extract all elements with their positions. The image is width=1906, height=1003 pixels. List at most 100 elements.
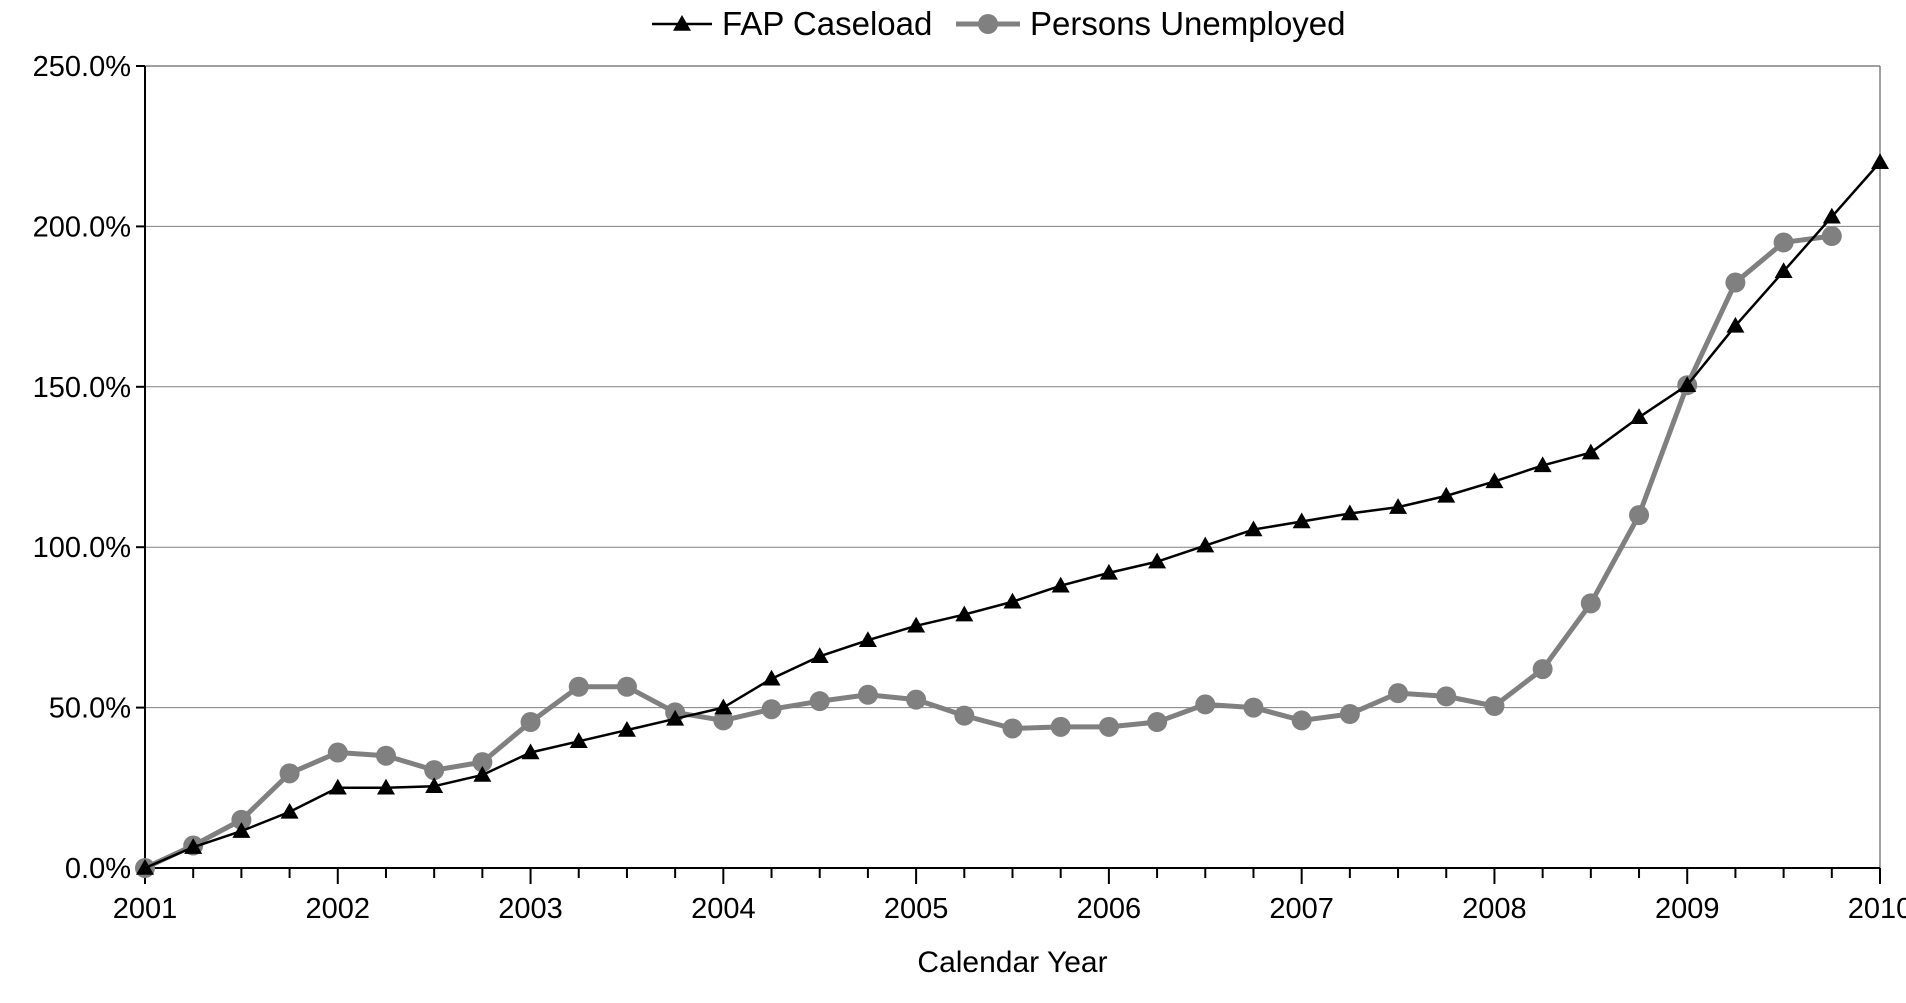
data-point-circle (1436, 686, 1457, 707)
data-point-triangle (521, 743, 540, 760)
data-point-circle (520, 712, 541, 733)
data-point-circle (616, 676, 637, 697)
axes (136, 65, 1881, 884)
data-point-circle (713, 710, 734, 731)
data-point-triangle (1726, 316, 1745, 333)
data-point-circle (1773, 232, 1794, 253)
data-point-circle (1339, 704, 1360, 725)
data-point-circle (1821, 226, 1842, 247)
series-persons-unemployed (135, 226, 1842, 878)
data-point-circle (1725, 272, 1746, 293)
series-line (143, 233, 1833, 871)
data-point-circle (568, 676, 589, 697)
data-point-triangle (1630, 408, 1649, 425)
gridlines (145, 65, 1880, 709)
data-point-triangle (136, 859, 154, 875)
data-point-circle (472, 752, 493, 773)
data-point-triangle (714, 698, 733, 715)
data-point-triangle (1437, 486, 1456, 503)
data-point-circle (761, 699, 782, 720)
x-tick-label: 2001 (113, 893, 178, 925)
data-point-triangle (1871, 153, 1889, 169)
data-point-triangle (1003, 592, 1022, 609)
y-tick-label: 250.0% (33, 51, 131, 83)
x-tick-label: 2006 (1077, 893, 1142, 925)
data-point-circle (327, 742, 348, 763)
data-point-circle (1195, 694, 1216, 715)
data-point-triangle (1148, 552, 1167, 569)
data-point-triangle (666, 709, 685, 726)
data-point-triangle (1196, 536, 1215, 553)
data-point-circle (1002, 718, 1023, 739)
x-tick-label: 2010 (1848, 893, 1906, 925)
data-point-circle (1388, 683, 1409, 704)
legend-label-fap-caseload: FAP Caseload (722, 5, 932, 42)
data-point-circle (1532, 659, 1553, 680)
data-point-triangle (1485, 472, 1504, 489)
data-point-triangle (810, 647, 829, 664)
data-point-triangle (1292, 512, 1311, 529)
data-point-circle (1629, 505, 1650, 526)
x-tick-label: 2009 (1655, 893, 1720, 925)
data-point-circle (1291, 710, 1312, 731)
data-point-triangle (955, 605, 974, 622)
data-point-circle (954, 705, 975, 726)
x-tick-label: 2003 (498, 893, 563, 925)
y-tick-label: 0.0% (65, 853, 131, 885)
legend-label-persons-unemployed: Persons Unemployed (1030, 5, 1346, 42)
y-tick-label: 150.0% (33, 372, 131, 404)
data-point-triangle (232, 822, 251, 838)
data-point-triangle (1340, 504, 1359, 521)
data-point-circle (279, 763, 300, 784)
data-point-triangle (376, 778, 395, 795)
data-point-triangle (907, 616, 926, 633)
data-point-triangle (762, 669, 781, 686)
x-axis-title: Calendar Year (917, 946, 1107, 979)
x-tick-label: 2008 (1462, 893, 1527, 925)
x-tick-label: 2007 (1269, 893, 1334, 925)
data-point-triangle (1099, 563, 1118, 580)
data-point-triangle (184, 838, 203, 854)
data-point-triangle (1581, 443, 1600, 460)
data-point-triangle (473, 765, 492, 782)
y-tick-label: 200.0% (33, 211, 131, 243)
data-point-circle (1484, 695, 1505, 716)
series-fap-caseload (136, 153, 1889, 875)
x-tick-label: 2004 (691, 893, 756, 925)
data-point-triangle (1533, 456, 1552, 473)
data-point-circle (1243, 697, 1264, 718)
x-tick-label: 2002 (306, 893, 371, 925)
y-tick-label: 100.0% (33, 532, 131, 564)
legend-marker-triangle (673, 15, 691, 31)
data-point-circle (1147, 712, 1168, 733)
legend: FAP Caseload Persons Unemployed (652, 5, 1346, 42)
data-point-circle (1050, 716, 1071, 737)
data-point-circle (906, 689, 927, 710)
data-point-triangle (858, 631, 877, 647)
data-point-triangle (425, 777, 444, 793)
tick-labels: 0.0% 50.0% 100.0% 150.0% 200.0% 250.0% 2001 200… (33, 51, 1906, 925)
data-point-circle (1580, 593, 1601, 614)
data-point-triangle (1051, 576, 1070, 593)
data-point-triangle (328, 778, 347, 795)
data-point-circle (375, 745, 396, 766)
data-point-circle (809, 691, 830, 712)
data-point-circle (857, 684, 878, 705)
data-point-triangle (1822, 207, 1841, 224)
data-point-triangle (1678, 376, 1697, 392)
data-point-circle (424, 760, 445, 781)
series-group (135, 153, 1889, 878)
data-point-triangle (569, 732, 588, 749)
y-tick-label: 50.0% (49, 693, 131, 725)
data-point-triangle (617, 721, 636, 737)
data-point-triangle (280, 802, 299, 819)
data-point-triangle (1244, 520, 1263, 537)
data-point-triangle (1389, 498, 1408, 514)
legend-marker-circle (978, 14, 998, 34)
data-point-circle (1098, 716, 1119, 737)
x-tick-label: 2005 (884, 893, 949, 925)
data-point-circle (231, 809, 252, 830)
data-point-triangle (1774, 262, 1793, 279)
